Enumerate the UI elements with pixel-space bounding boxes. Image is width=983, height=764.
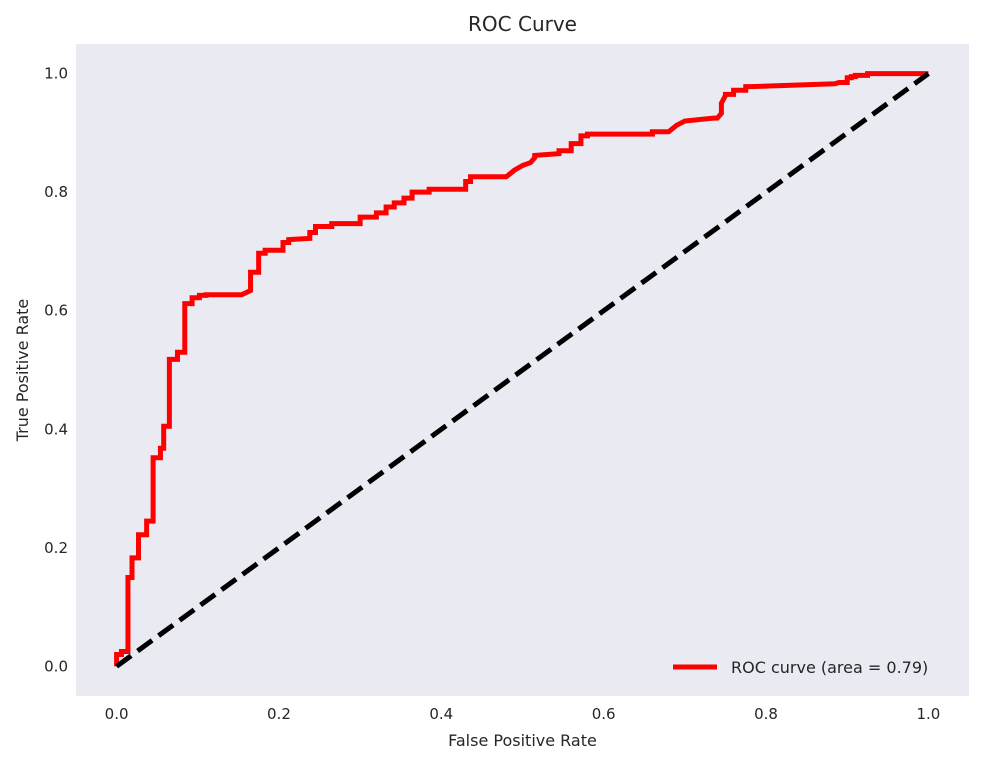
legend: ROC curve (area = 0.79) — [673, 658, 928, 677]
x-tick-label: 0.0 — [105, 705, 129, 723]
y-tick-label: 0.2 — [44, 539, 68, 557]
x-tick-label: 0.4 — [429, 705, 453, 723]
chart-title: ROC Curve — [468, 12, 577, 36]
y-axis-label: True Positive Rate — [13, 299, 32, 443]
y-axis-ticks: 0.0 0.2 0.4 0.6 0.8 1.0 — [44, 65, 68, 676]
x-tick-label: 0.8 — [754, 705, 778, 723]
y-tick-label: 0.0 — [44, 657, 68, 675]
x-axis-ticks: 0.0 0.2 0.4 0.6 0.8 1.0 — [105, 705, 941, 723]
x-tick-label: 0.6 — [592, 705, 616, 723]
legend-label-roc: ROC curve (area = 0.79) — [731, 658, 928, 677]
x-axis-label: False Positive Rate — [448, 731, 597, 750]
series-layer — [114, 71, 930, 669]
y-tick-label: 1.0 — [44, 65, 68, 83]
roc-curve-line — [114, 71, 929, 667]
y-tick-label: 0.4 — [44, 420, 68, 438]
x-tick-label: 0.2 — [267, 705, 291, 723]
y-tick-label: 0.6 — [44, 302, 68, 320]
chance-diagonal-line — [115, 71, 930, 669]
x-tick-label: 1.0 — [916, 705, 940, 723]
y-tick-label: 0.8 — [44, 183, 68, 201]
